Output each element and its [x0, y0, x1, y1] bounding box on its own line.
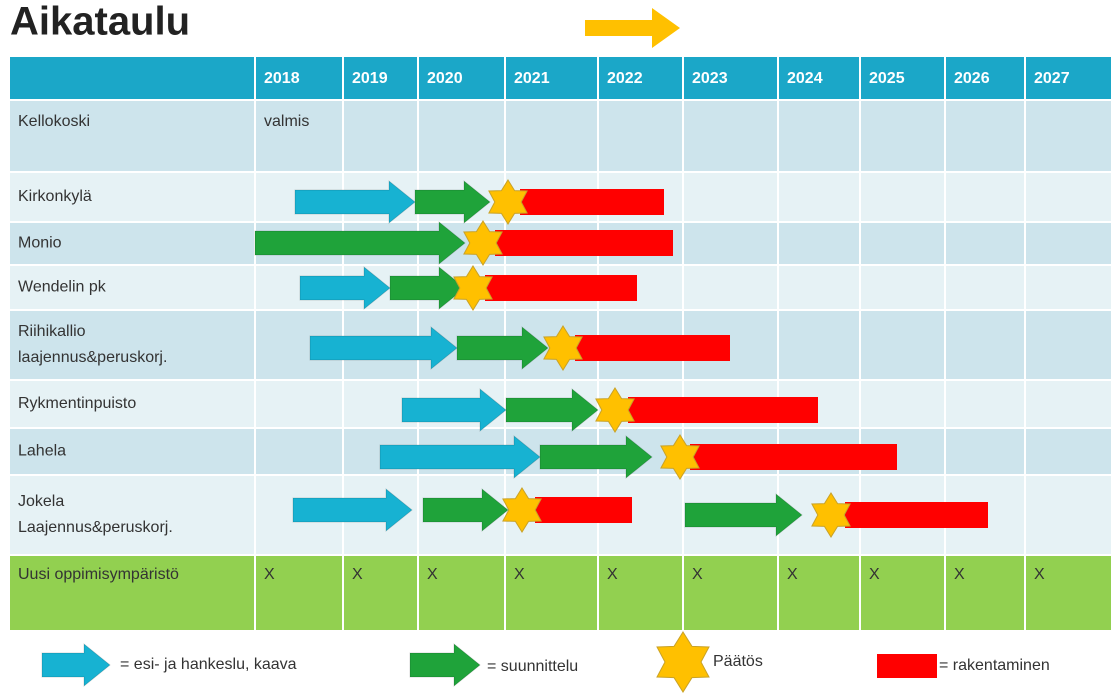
summary-mark: X: [607, 566, 618, 583]
study-arrow: [294, 179, 416, 225]
decision-star: [463, 220, 503, 266]
row-label: Monio: [18, 235, 62, 252]
row-label: Wendelin pk: [18, 279, 107, 296]
summary-mark: X: [869, 566, 880, 583]
table-row: [10, 100, 1111, 172]
decision-star: [811, 492, 851, 538]
year-label: 2027: [1034, 70, 1070, 87]
year-label: 2022: [607, 70, 643, 87]
summary-mark: X: [954, 566, 965, 583]
study-arrow: [292, 487, 413, 533]
summary-mark: X: [427, 566, 438, 583]
year-label: 2023: [692, 70, 728, 87]
row-label: Jokela: [18, 493, 64, 510]
legend-text: = suunnittelu: [487, 658, 578, 675]
year-label: 2025: [869, 70, 905, 87]
design-arrow: [684, 492, 803, 538]
design-arrow: [422, 487, 509, 533]
construction-bar: [485, 275, 637, 301]
row-label: Kirkonkylä: [18, 188, 92, 205]
row-label: Riihikallio: [18, 323, 86, 340]
row-label: laajennus&peruskorj.: [18, 349, 167, 366]
construction-bar: [520, 189, 664, 215]
legend-design-arrow: [409, 642, 481, 688]
row-note: valmis: [264, 113, 309, 130]
row-label: Lahela: [18, 443, 66, 460]
legend-construction: [877, 654, 937, 678]
summary-mark: X: [264, 566, 275, 583]
construction-bar: [575, 335, 730, 361]
study-arrow: [401, 387, 507, 433]
summary-mark: X: [692, 566, 703, 583]
decision-star: [453, 265, 493, 311]
summary-mark: X: [352, 566, 363, 583]
slide-title: Aikataulu: [10, 0, 190, 44]
decision-star: [656, 631, 710, 693]
design-arrow: [389, 265, 466, 311]
design-arrow: [456, 325, 549, 371]
summary-label: Uusi oppimisympäristö: [18, 566, 179, 583]
time-arrow: [585, 8, 680, 48]
construction-bar: [628, 397, 818, 423]
summary-mark: X: [787, 566, 798, 583]
summary-mark: X: [514, 566, 525, 583]
header-row: [10, 57, 1111, 100]
design-arrow: [539, 434, 653, 480]
year-label: 2018: [264, 70, 300, 87]
decision-star: [660, 434, 700, 480]
study-arrow: [309, 325, 458, 371]
construction-bar: [495, 230, 673, 256]
legend-text: Päätös: [713, 653, 763, 670]
year-label: 2020: [427, 70, 463, 87]
construction-bar: [690, 444, 897, 470]
legend-text: = rakentaminen: [939, 657, 1050, 674]
summary-row: [10, 555, 1111, 630]
row-label: Laajennus&peruskorj.: [18, 519, 173, 536]
study-arrow: [299, 265, 391, 311]
decision-star: [488, 179, 528, 225]
legend-study-arrow: [41, 642, 111, 688]
construction-bar: [845, 502, 988, 528]
year-label: 2024: [787, 70, 823, 87]
decision-star: [502, 487, 542, 533]
legend-text: = esi- ja hankeslu, kaava: [120, 656, 297, 673]
row-label: Kellokoski: [18, 113, 90, 130]
row-label: Rykmentinpuisto: [18, 395, 136, 412]
year-label: 2019: [352, 70, 388, 87]
year-label: 2021: [514, 70, 550, 87]
design-arrow: [254, 220, 466, 266]
decision-star: [543, 325, 583, 371]
study-arrow: [379, 434, 541, 480]
design-arrow: [414, 179, 491, 225]
construction-bar: [535, 497, 632, 523]
summary-mark: X: [1034, 566, 1045, 583]
decision-star: [595, 387, 635, 433]
design-arrow: [505, 387, 599, 433]
year-label: 2026: [954, 70, 990, 87]
